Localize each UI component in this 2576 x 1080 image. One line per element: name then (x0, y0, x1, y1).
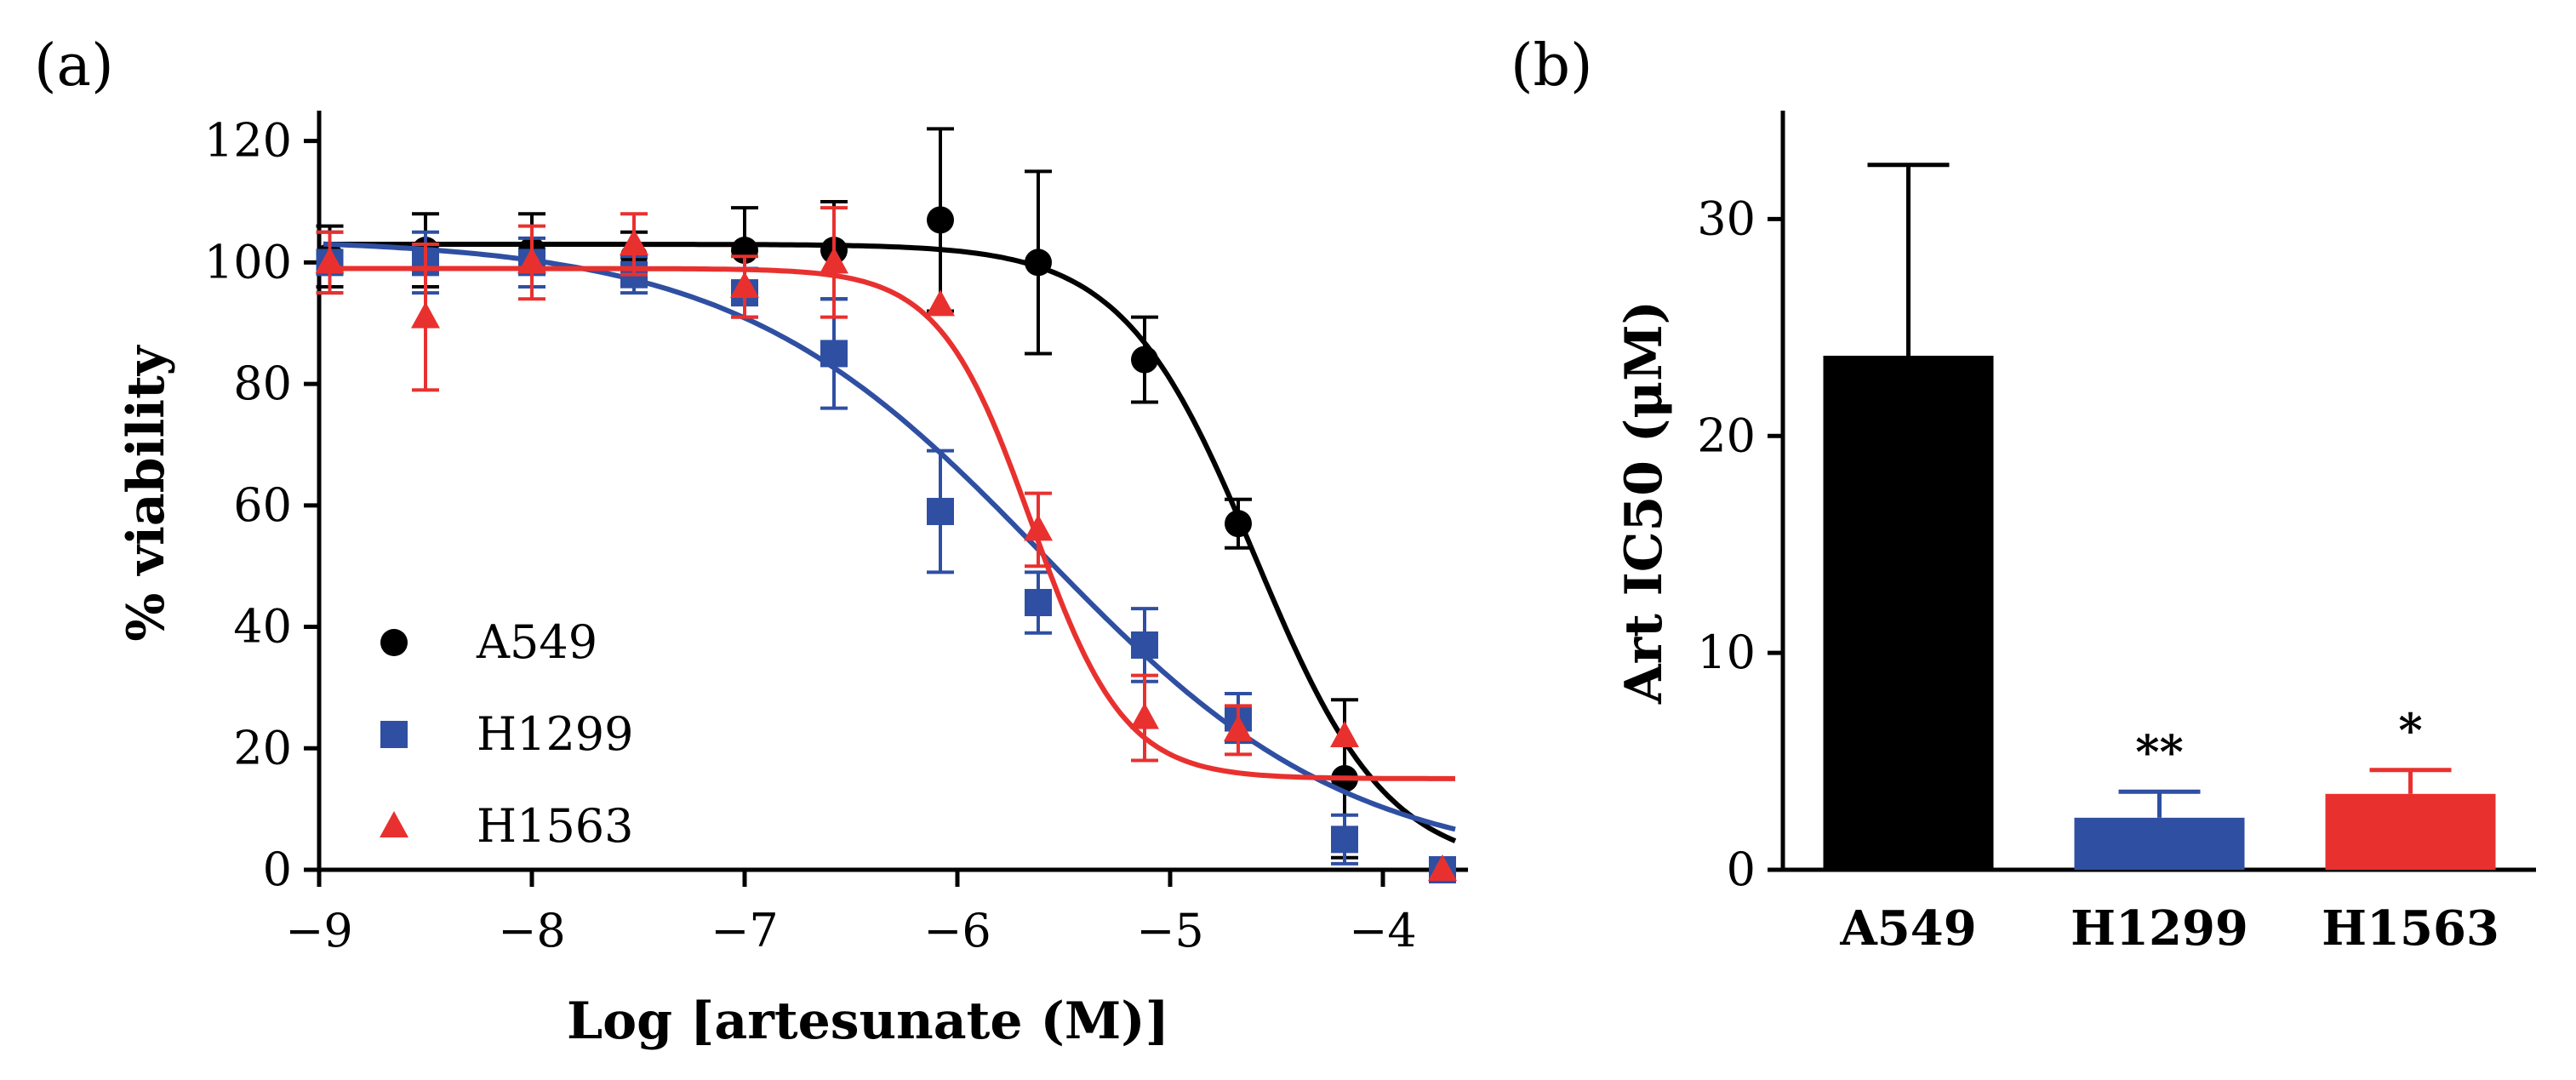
panel-a-x-axis-title: Log [artesunate (M)] (567, 991, 1169, 1051)
panel-b-significance-h1299: ** (2135, 724, 2183, 779)
panel-b-significance-h1563: * (2398, 703, 2422, 757)
panel-b-bar-h1299 (2074, 817, 2245, 870)
panel-b-bar-a549 (1823, 355, 1994, 870)
panel-a-x-tick-label: −9 (285, 904, 353, 957)
panel-a-data-point-a549 (1025, 249, 1052, 277)
panel-a-y-tick-label: 20 (233, 721, 292, 774)
panel-a-data-point-h1563 (1130, 702, 1159, 729)
panel-a-data-point-a549 (1131, 346, 1158, 374)
panel-a-y-axis-title: % viability (117, 344, 176, 641)
panel-a-data-point-h1563 (1428, 854, 1457, 881)
panel-a-legend: A549 H1299 H1563 (380, 615, 634, 853)
legend-label-a549: A549 (476, 615, 597, 669)
panel-a-series-h1563 (315, 206, 1457, 881)
panel-a-data-point-h1299 (1025, 589, 1052, 617)
legend-marker-h1563 (380, 811, 408, 837)
panel-a-fit-curve-h1299 (323, 241, 1456, 832)
panel-a-y-tick-label: 80 (233, 357, 292, 410)
panel-a-fit-curve-a549 (323, 242, 1457, 843)
panel-a-data-point-h1299 (927, 497, 954, 525)
panel-a-data-point-h1563 (411, 301, 440, 329)
panel-b-y-tick-label: 20 (1697, 409, 1756, 462)
panel-a-data-point-h1563 (1330, 721, 1359, 748)
panel-a-series-h1299 (316, 230, 1456, 883)
panel-a-data-point-h1563 (1224, 714, 1253, 741)
panel-b-ic50-bar-chart: (b) 0 10 20 30 A549 ** H1299 * H1563 Art IC50 (μ… (1511, 32, 2536, 957)
panel-a-label: (a) (34, 32, 114, 100)
panel-a-data-point-h1563 (517, 247, 546, 274)
panel-a-data-point-h1563 (926, 289, 955, 317)
panel-b-category-label: A549 (1839, 900, 1976, 957)
panel-a-plot-area: 0 20 40 60 80 100 120 −9 −8 −7 −6 −5 −4 A549 H1299 H156… (204, 111, 1468, 957)
panel-a-data-point-h1563 (730, 271, 759, 298)
panel-a-y-tick-label: 40 (233, 600, 292, 654)
panel-a-x-tick-label: −6 (923, 904, 991, 957)
panel-a-data-point-a549 (1225, 510, 1252, 538)
panel-b-y-tick-label: 30 (1697, 191, 1756, 245)
legend-label-h1299: H1299 (477, 707, 634, 761)
panel-a-data-point-h1563 (1024, 514, 1053, 541)
panel-a-y-tick-label: 100 (204, 235, 292, 289)
panel-a-x-tick-label: −8 (498, 904, 566, 957)
panel-a-fit-curve-h1563 (323, 266, 1455, 781)
panel-b-y-axis-title: Art IC50 (μM) (1614, 300, 1674, 705)
panel-a-x-tick-label: −7 (711, 904, 779, 957)
panel-b-category-label: H1563 (2322, 900, 2499, 957)
panel-b-y-tick-label: 0 (1727, 843, 1756, 896)
panel-a-data-point-h1563 (315, 247, 345, 274)
panel-a-y-tick-label: 0 (263, 843, 292, 896)
panel-b-bar-h1563 (2325, 793, 2496, 870)
panel-a-data-point-h1299 (820, 340, 848, 368)
panel-a-data-point-h1299 (1131, 631, 1158, 659)
panel-b-y-tick-label: 10 (1697, 626, 1756, 679)
legend-label-h1563: H1563 (477, 799, 634, 853)
panel-a-data-point-h1563 (820, 247, 848, 274)
legend-marker-a549 (380, 629, 408, 656)
panel-a-data-point-a549 (927, 206, 954, 234)
panel-a-dose-response-chart: (a) 0 20 40 60 80 100 120 −9 −8 −7 −6 −5 −4 A549 H1299… (34, 32, 1468, 1051)
panel-a-data-point-h1563 (620, 228, 648, 255)
panel-b-label: (b) (1511, 32, 1593, 100)
panel-a-data-point-h1299 (1331, 826, 1358, 854)
panel-a-series-a549 (316, 127, 1457, 883)
panel-a-y-tick-label: 60 (233, 478, 292, 532)
legend-marker-h1299 (380, 721, 408, 748)
panel-b-plot-area: 0 10 20 30 A549 ** H1299 * H1563 (1697, 111, 2536, 957)
panel-b-category-label: H1299 (2071, 900, 2248, 957)
panel-a-x-tick-label: −4 (1349, 904, 1417, 957)
panel-a-x-tick-label: −5 (1136, 904, 1204, 957)
panel-a-y-tick-label: 120 (204, 114, 292, 168)
